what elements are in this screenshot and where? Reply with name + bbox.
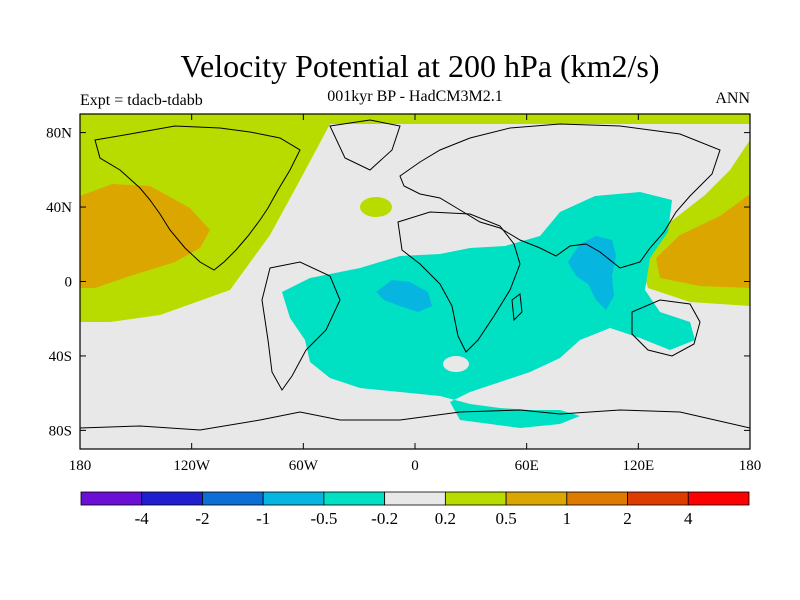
colorbar-swatch xyxy=(262,491,325,506)
map-title: Velocity Potential at 200 hPa (km2/s) xyxy=(180,48,660,84)
x-tick-label: 120E xyxy=(622,458,654,474)
colorbar-swatch xyxy=(687,491,750,506)
y-tick-label: 80S xyxy=(49,423,72,439)
colorbar-label: -2 xyxy=(195,509,209,528)
y-tick-label: 40N xyxy=(46,200,72,216)
coastline-australia xyxy=(631,299,701,357)
coastline-north-america xyxy=(94,125,301,271)
x-tick-label: 60E xyxy=(515,458,539,474)
axes: 180 120W 60W 0 60E 120E 180 80N 40N 0 40S 80S xyxy=(46,114,761,474)
positive-patch-north-atlantic xyxy=(360,197,392,217)
colorbar-label: -4 xyxy=(135,509,150,528)
positive-core-east-pacific xyxy=(80,184,210,288)
colorbar-swatch xyxy=(202,491,264,506)
colorbar-swatch xyxy=(323,491,386,506)
x-tick-label: 180 xyxy=(69,458,92,474)
coastline-eurasia xyxy=(399,123,721,269)
y-tick-label: 40S xyxy=(49,349,72,365)
coastlines xyxy=(80,119,750,431)
colorbar-swatch xyxy=(141,491,203,506)
colorbar-label: 0.2 xyxy=(435,509,456,528)
x-tick-label: 180 xyxy=(739,458,762,474)
colorbar-label: 1 xyxy=(563,509,572,528)
x-tick-label: 120W xyxy=(173,458,211,474)
experiment-label: Expt = tdacb-tdabb xyxy=(80,92,203,109)
map-subtitle: 001kyr BP - HadCM3M2.1 xyxy=(327,88,503,105)
colorbar-swatch xyxy=(505,491,568,506)
colorbar-swatch xyxy=(566,491,628,506)
colorbar-label: 4 xyxy=(684,509,693,528)
contour-fields xyxy=(80,114,750,428)
colorbar-swatch xyxy=(384,491,446,506)
colorbar-label: -1 xyxy=(256,509,270,528)
y-tick-label: 80N xyxy=(46,126,72,142)
coastline-africa xyxy=(397,211,521,353)
positive-region-pacific-north-america xyxy=(80,114,750,322)
colorbar-label: -0.5 xyxy=(310,509,337,528)
colorbar-swatch xyxy=(444,491,507,506)
neutral-hole-south-atlantic xyxy=(443,356,469,372)
negative-core-south-atlantic xyxy=(376,280,432,312)
coastline-antarctica xyxy=(80,409,750,431)
y-tick-label: 0 xyxy=(65,275,73,291)
colorbar-swatch xyxy=(80,491,143,506)
coastline-madagascar xyxy=(511,293,523,322)
colorbar-label: 2 xyxy=(623,509,632,528)
colorbar: -4 -2 -1 -0.5 -0.2 0.2 0.5 1 2 4 xyxy=(80,491,750,528)
negative-core-indochina xyxy=(568,236,616,310)
colorbar-swatch xyxy=(627,491,689,506)
coastline-greenland xyxy=(329,119,401,171)
positive-core-west-pacific xyxy=(656,194,750,288)
x-tick-label: 60W xyxy=(289,458,319,474)
period-label: ANN xyxy=(715,90,750,107)
x-tick-label: 0 xyxy=(411,458,419,474)
colorbar-label: 0.5 xyxy=(495,509,516,528)
colorbar-label: -0.2 xyxy=(371,509,398,528)
coastline-south-america xyxy=(261,261,341,391)
